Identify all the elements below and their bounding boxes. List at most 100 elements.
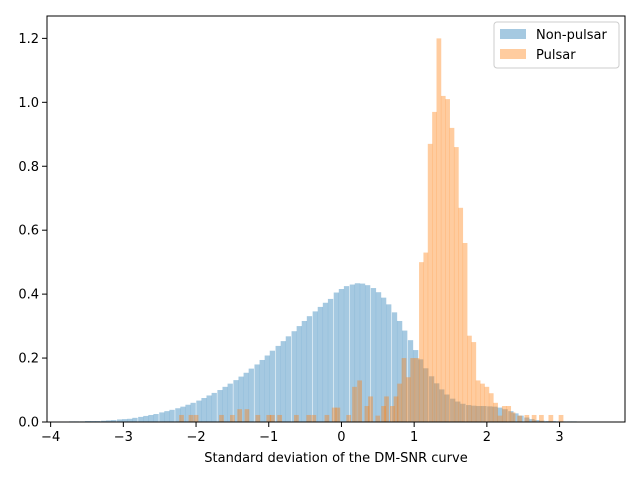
legend-swatch-pulsar [500,49,526,59]
pulsar-bar [266,414,272,422]
y-axis-ticks: 0.0 0.2 0.4 0.6 0.8 1.0 1.2 [18,32,47,431]
non-pulsar-bar [259,359,265,422]
x-tick-label: −3 [114,430,133,445]
non-pulsar-bar [455,401,461,422]
non-pulsar-bar [444,394,450,422]
non-pulsar-bar [196,400,202,422]
pulsar-bar [331,407,337,422]
non-pulsar-bar [466,405,472,422]
pulsar-bar [405,377,411,422]
non-pulsar-bar [227,383,233,422]
pulsar-bar [423,252,429,422]
pulsar-bar [462,242,468,422]
non-pulsar-bar [338,289,345,422]
non-pulsar-bar [217,390,223,422]
pulsar-bar [389,406,395,422]
pulsar-bar [445,99,450,423]
non-pulsar-bar [243,372,249,422]
non-pulsar-bar [254,364,260,422]
non-pulsar-bar [412,350,419,422]
pulsar-bar [440,95,446,423]
axes-frame [46,15,626,423]
non-pulsar-bar [497,407,503,422]
non-pulsar-bar [122,419,128,422]
legend-label-non-pulsar: Non-pulsar [536,28,607,43]
y-tick-label: 0.6 [18,224,39,239]
pulsar-bar [335,407,341,422]
pulsar-bar [401,358,407,422]
non-pulsar-bar [238,376,244,422]
pulsar-bar [397,383,402,422]
pulsar-bar [427,143,433,422]
non-pulsar-bar [201,398,207,422]
pulsar-bar [410,358,416,422]
non-pulsar-bar [471,405,477,422]
pulsar-bar [384,396,389,422]
non-pulsar-bar [317,306,324,422]
non-pulsar-bar [359,283,366,422]
non-pulsar-bar [450,398,456,422]
plot-area [69,38,598,423]
pulsar-bar [510,412,516,422]
pulsar-bar [193,414,199,422]
pulsar-bar [324,414,330,422]
non-pulsar-bar [370,288,377,422]
non-pulsar-bar [111,420,117,422]
non-pulsar-bar [349,284,356,422]
x-tick-label: 3 [555,430,563,445]
non-pulsar-bar [164,411,170,422]
non-pulsar-bar [206,395,212,422]
pulsar-bar [419,262,424,422]
non-pulsar-bar [264,355,270,422]
y-tick-label: 1.2 [18,32,39,47]
non-pulsar-bar [375,292,382,422]
non-pulsar-bar [169,409,175,422]
pulsar-bar [432,111,437,422]
non-pulsar-bar [428,376,435,422]
non-pulsar-bar [185,404,191,422]
non-pulsar-bar [487,406,493,422]
non-pulsar-bar [148,414,154,422]
non-pulsar-bar [248,368,254,422]
non-pulsar-bar [312,311,318,422]
non-pulsar-bar [502,409,508,422]
non-pulsar-bar [513,413,519,422]
pulsar-bar [219,414,224,422]
pulsar-bar [277,414,283,422]
non-pulsar-bar [529,419,535,422]
non-pulsar-bar [396,320,403,422]
x-tick-label: 1 [410,430,418,445]
pulsar-bar [346,414,352,422]
pulsar-bar [517,415,522,422]
pulsar-bar [467,335,472,422]
non-pulsar-bar [322,302,329,422]
pulsar-bar [294,414,299,422]
pulsar-bar [501,406,507,422]
pulsar-bar [524,414,530,422]
non-pulsar-bar [143,415,149,422]
non-pulsar-bar [101,420,107,422]
non-pulsar-bar [280,341,286,422]
pulsar-bar [368,396,373,422]
pulsar-bar [306,414,312,422]
non-pulsar-bar [190,402,196,422]
pulsar-bar [493,402,498,422]
pulsar-bar [539,414,544,422]
non-pulsar-bar [407,340,414,422]
non-pulsar-bar [402,330,408,422]
pulsar-bar [270,414,275,422]
non-pulsar-bar [159,412,165,422]
pulsar-bar [311,414,317,422]
non-pulsar-bar [492,406,498,422]
pulsar-bar [188,414,194,422]
pulsar-bar [558,414,564,422]
y-tick-label: 0.0 [18,416,39,431]
non-pulsar-bar [434,383,440,422]
pulsar-bar [179,414,184,422]
pulsar-bar [393,396,399,422]
pulsar-bar [414,358,420,422]
x-tick-label: −1 [259,430,278,445]
non-pulsar-bar [211,392,217,422]
non-pulsar-bar [132,417,138,422]
